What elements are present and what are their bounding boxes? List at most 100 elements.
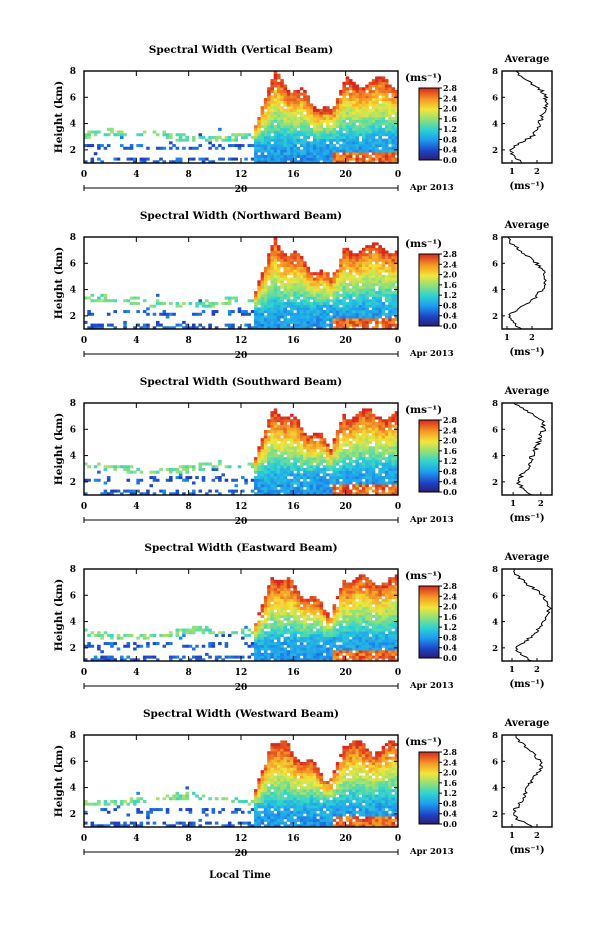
heatmap-cell [142,130,147,134]
heatmap-cell [296,274,301,278]
heatmap-cell [182,633,186,637]
heatmap-cell [394,473,399,477]
heatmap-cell [375,274,379,278]
heatmap-cell [299,127,304,131]
heatmap-cell [362,293,366,297]
heatmap-cell [371,413,376,417]
heatmap-cell [267,606,271,610]
heatmap-cell [316,144,320,148]
heatmap-cell [234,135,239,139]
heatmap-cell [155,320,160,324]
heatmap-cell [306,631,310,635]
heatmap-cell [303,631,307,635]
heatmap-cell [159,633,163,637]
heatmap-cell [316,478,320,482]
heatmap-cell [375,296,379,300]
heatmap-cell [378,478,382,482]
heatmap-cell [312,642,317,646]
heatmap-cell [169,326,173,330]
heatmap-cell [348,421,353,425]
heatmap-cell [293,593,297,597]
heatmap-cell [358,285,363,289]
heatmap-cell [260,315,265,319]
heatmap-cell [362,609,366,613]
heatmap-cell [276,617,281,621]
heatmap-cell [165,326,170,330]
heatmap-cell [381,486,386,490]
colorbar-tick-label: 0.4 [443,145,457,155]
heatmap-cell [296,470,301,474]
heatmap-cell [293,152,297,156]
heatmap-cell [375,424,379,428]
heatmap-cell [270,451,275,455]
heatmap-cell [352,604,356,608]
heatmap-cell [348,454,353,458]
heatmap-cell [273,457,278,461]
heatmap-cell [267,430,271,434]
heatmap-cell [339,459,343,463]
heatmap-cell [283,601,288,605]
heatmap-cell [342,299,346,303]
heatmap-cell [129,633,134,637]
heatmap-cell [345,149,350,153]
heatmap-cell [388,443,392,447]
heatmap-cell [368,585,373,589]
heatmap-cell [185,628,189,632]
heatmap-cell [211,160,216,164]
heatmap-cell [280,427,284,431]
heatmap-cell [205,628,209,632]
heatmap-cell [365,411,369,415]
heatmap-cell [309,462,314,466]
heatmap-cell [335,326,340,330]
heatmap-cell [257,296,261,300]
heatmap-cell [365,154,369,158]
heatmap-cell [388,467,392,471]
heatmap-cell [348,81,353,85]
heatmap-cell [257,291,261,295]
heatmap-cell [371,650,376,654]
heatmap-cell [342,296,346,300]
heatmap-cell [87,326,91,330]
heatmap-cell [326,157,330,161]
heatmap-cell [290,467,294,471]
heatmap-cell [368,440,373,444]
heatmap-cell [348,288,353,292]
heatmap-cell [339,652,343,656]
heatmap-cell [234,144,239,148]
heatmap-cell [175,628,180,632]
heatmap-cell [358,644,363,648]
heatmap-cell [316,492,320,496]
heatmap-cell [368,467,373,471]
profile-x-tick-label: 1 [510,499,516,509]
heatmap-cell [267,612,271,616]
heatmap-cell [362,596,366,600]
heatmap-cell [270,585,275,589]
heatmap-cell [270,582,275,586]
heatmap-cell [254,478,258,482]
heatmap-cell [335,486,340,490]
heatmap-cell [355,310,360,314]
heatmap-cell [270,310,275,314]
heatmap-cell [342,628,346,632]
heatmap-cell [342,103,346,107]
heatmap-cell [355,486,360,490]
heatmap-cell [358,454,363,458]
heatmap-cell [260,320,265,324]
heatmap-cell [358,582,363,586]
heatmap-cell [309,647,314,651]
heatmap-cell [316,628,320,632]
heatmap-cell [391,454,396,458]
heatmap-cell [348,79,353,83]
heatmap-cell [254,318,258,322]
heatmap-cell [355,103,360,107]
heatmap-cell [375,465,379,469]
heatmap-cell [342,318,346,322]
heatmap-cell [348,481,353,485]
profile-title: Average [504,220,550,231]
heatmap-cell [316,152,320,156]
heatmap-cell [326,451,330,455]
heatmap-cell [276,73,281,77]
heatmap-cell [306,467,310,471]
heatmap-cell [182,138,186,142]
heatmap-cell [381,318,386,322]
